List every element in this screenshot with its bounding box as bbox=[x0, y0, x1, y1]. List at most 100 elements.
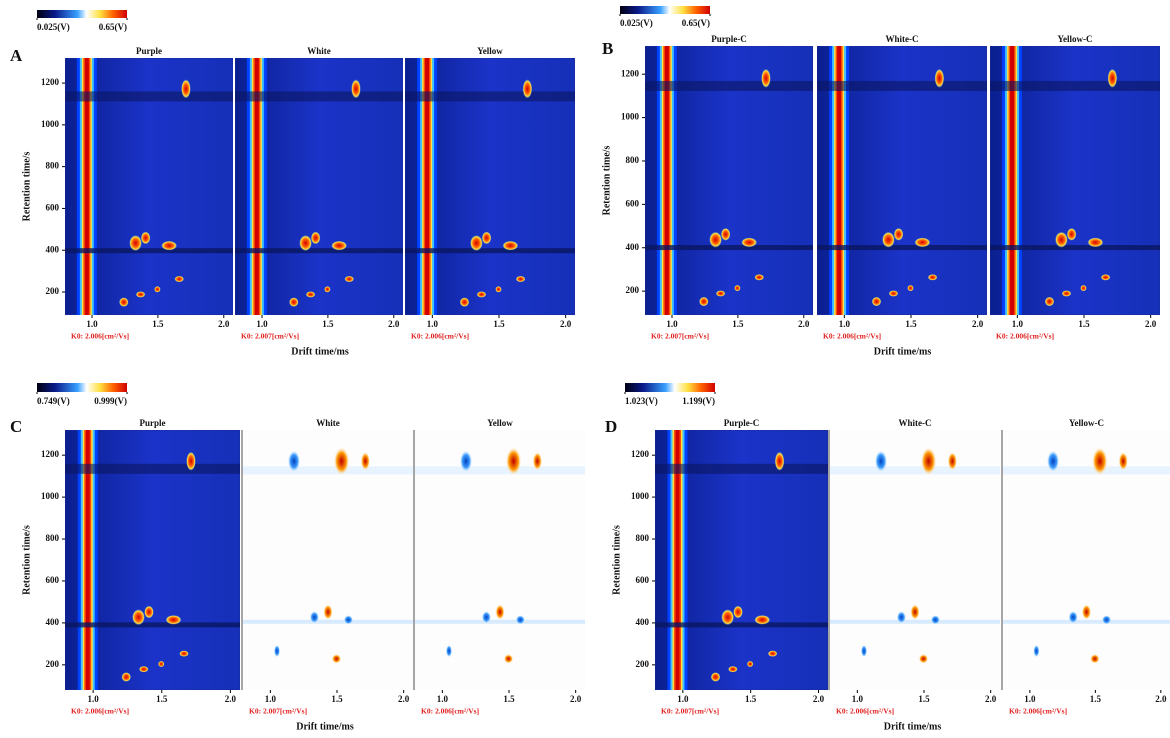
baseline-band bbox=[830, 466, 1000, 474]
difference-spot bbox=[948, 452, 958, 471]
colorbar-label: 0.65(V) bbox=[682, 18, 710, 28]
signal-spot bbox=[1045, 297, 1055, 307]
dark-band bbox=[990, 245, 1160, 250]
dark-band bbox=[817, 81, 987, 91]
figure: A0.025(V)0.65(V)Retention time/sPurple20… bbox=[0, 0, 1170, 738]
y-tick-label: 200 bbox=[46, 659, 60, 669]
signal-spot bbox=[711, 672, 721, 682]
signal-spot bbox=[141, 232, 151, 245]
difference-spot bbox=[323, 604, 333, 620]
k0-label: K0: 2.006[cm²/Vs] bbox=[1009, 707, 1067, 716]
panel-letter: A bbox=[10, 46, 23, 65]
subplot-title: Yellow-C bbox=[1069, 418, 1104, 428]
difference-spot bbox=[446, 645, 452, 658]
signal-spot bbox=[775, 452, 785, 471]
signal-spot bbox=[299, 235, 312, 251]
x-axis-label: Drift time/ms bbox=[291, 346, 349, 357]
difference-spot bbox=[504, 654, 514, 664]
signal-spot bbox=[161, 241, 177, 251]
signal-spot bbox=[709, 232, 722, 248]
x-tick-label: 1.5 bbox=[905, 319, 917, 329]
baseline-band bbox=[243, 466, 413, 474]
signal-spot bbox=[139, 666, 149, 672]
k0-label: K0: 2.006[cm²/Vs] bbox=[71, 707, 129, 716]
k0-label: K0: 2.006[cm²/Vs] bbox=[996, 332, 1054, 341]
difference-spot bbox=[897, 611, 907, 624]
signal-spot bbox=[306, 291, 316, 297]
x-tick-label: 1.5 bbox=[745, 694, 757, 704]
signal-spot bbox=[768, 650, 778, 656]
signal-spot bbox=[331, 241, 347, 251]
plot-area bbox=[405, 58, 575, 315]
dark-band bbox=[235, 91, 403, 101]
signal-spot bbox=[121, 672, 131, 682]
subplot-title: White bbox=[316, 418, 340, 428]
x-axis-label: Drift time/ms bbox=[884, 721, 942, 732]
signal-spot bbox=[754, 615, 770, 625]
y-tick-label: 1200 bbox=[621, 68, 640, 78]
baseline-band bbox=[243, 620, 413, 624]
plot-area bbox=[415, 430, 585, 690]
subplot-title: Yellow-C bbox=[1058, 34, 1093, 44]
y-tick-label: 200 bbox=[636, 659, 650, 669]
y-tick-label: 1000 bbox=[631, 491, 650, 501]
colorbar-label: 0.025(V) bbox=[620, 18, 653, 28]
plot-area bbox=[65, 430, 240, 690]
y-axis-label: Retention time/s bbox=[21, 525, 32, 595]
signal-spot bbox=[889, 290, 899, 296]
y-tick-label: 200 bbox=[626, 285, 640, 295]
x-tick-label: 1.0 bbox=[666, 319, 678, 329]
signal-spot bbox=[289, 297, 299, 307]
y-tick-label: 1200 bbox=[41, 449, 60, 459]
signal-spot bbox=[928, 274, 938, 280]
x-tick-label: 2.0 bbox=[972, 319, 984, 329]
signal-spot bbox=[179, 650, 189, 656]
x-tick-label: 1.5 bbox=[156, 694, 168, 704]
x-axis-label: Drift time/ms bbox=[874, 346, 932, 357]
signal-spot bbox=[129, 235, 142, 251]
difference-spot bbox=[931, 615, 941, 625]
x-tick-label: 2.0 bbox=[398, 694, 410, 704]
y-tick-label: 400 bbox=[636, 617, 650, 627]
plot-area bbox=[830, 430, 1000, 690]
signal-spot bbox=[470, 235, 483, 251]
difference-spot bbox=[460, 450, 473, 472]
plot-area bbox=[817, 46, 987, 315]
x-tick-label: 1.0 bbox=[256, 319, 268, 329]
difference-spot bbox=[875, 450, 888, 472]
difference-spot bbox=[334, 447, 350, 476]
y-tick-label: 800 bbox=[636, 533, 650, 543]
dark-band bbox=[405, 248, 575, 253]
dark-band bbox=[645, 245, 813, 250]
y-tick-label: 600 bbox=[636, 575, 650, 585]
difference-spot bbox=[288, 450, 301, 472]
panel-letter: C bbox=[10, 417, 22, 436]
subplot-title: Purple-C bbox=[724, 418, 760, 428]
x-tick-label: 1.0 bbox=[677, 694, 689, 704]
signal-spot bbox=[132, 609, 145, 625]
dark-band bbox=[645, 81, 813, 91]
signal-spot bbox=[351, 79, 361, 98]
dark-band bbox=[655, 622, 828, 627]
subplot-title: Yellow bbox=[487, 418, 513, 428]
difference-spot bbox=[1090, 654, 1100, 664]
k0-label: K0: 2.007[cm²/Vs] bbox=[651, 332, 709, 341]
colorbar bbox=[625, 383, 715, 392]
signal-spot bbox=[721, 228, 731, 241]
signal-spot bbox=[1062, 290, 1072, 296]
x-tick-label: 1.5 bbox=[152, 319, 164, 329]
difference-spot bbox=[1033, 645, 1039, 658]
difference-spot bbox=[344, 615, 354, 625]
plot-area bbox=[1003, 430, 1170, 690]
subplot: Yellow1.01.52.0K0: 2.006[cm²/Vs] bbox=[414, 418, 585, 716]
y-tick-label: 600 bbox=[46, 203, 60, 213]
x-tick-label: 2.0 bbox=[225, 694, 237, 704]
signal-spot bbox=[344, 276, 354, 282]
k0-label: K0: 2.006[cm²/Vs] bbox=[411, 332, 469, 341]
signal-spot bbox=[154, 286, 160, 292]
subplot-title: White-C bbox=[899, 418, 932, 428]
difference-spot bbox=[1068, 611, 1078, 624]
x-tick-label: 1.5 bbox=[331, 694, 343, 704]
plot-area bbox=[645, 46, 813, 315]
